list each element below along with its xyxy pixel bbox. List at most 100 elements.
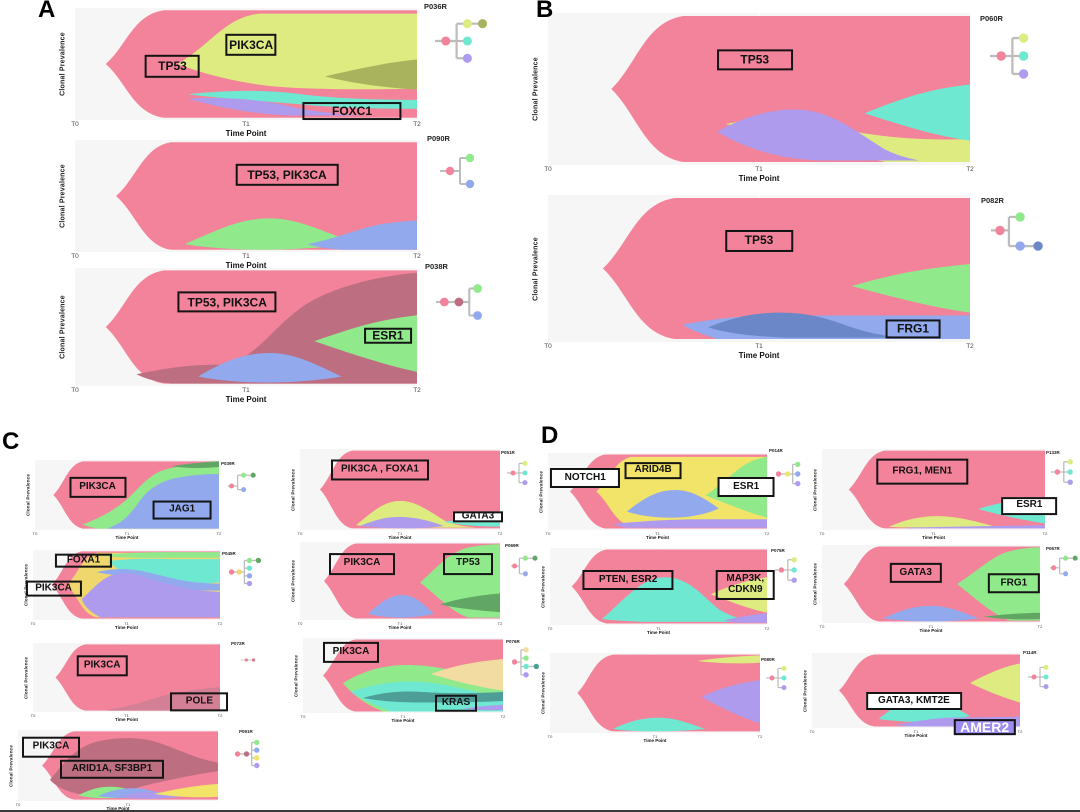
tree-clone-node-darkgreen (1072, 555, 1078, 561)
tree-clone-node-darkgreen (255, 557, 262, 564)
tree-clone-node-pink (996, 51, 1006, 61)
phylogeny-tree (1051, 459, 1073, 485)
tree-clone-node-olive (477, 19, 488, 29)
phylogeny-tree (775, 461, 801, 487)
x-axis-tick: T1 (400, 714, 406, 719)
phylogeny-tree (991, 212, 1043, 251)
gene-label-tp53-pik3ca: TP53, PIK3CA (235, 163, 339, 186)
x-axis-tick: T1 (652, 734, 658, 739)
clone-shape-blue (198, 352, 342, 383)
x-axis-tick: T1 (242, 387, 250, 394)
gene-label-pik3ca: PIK3CA (69, 477, 127, 498)
clone-shape-pink (602, 197, 970, 340)
gene-label-pik3ca: PIK3CA (25, 580, 82, 597)
tree-clone-node-pink (512, 563, 518, 569)
gene-label-esr1: ESR1 (717, 476, 775, 497)
tree-clone-node-purple (462, 53, 472, 63)
tree-clone-node-darkgreen (532, 555, 538, 561)
tree-clone-node-pink (441, 36, 451, 46)
clone-shape-blue (626, 489, 719, 518)
clone-shape-darkgreen (171, 461, 219, 468)
x-axis-tick: T2 (764, 626, 770, 631)
x-axis-tick: T2 (216, 531, 222, 536)
x-axis-label: Time Point (225, 129, 267, 138)
gene-label-tp53: TP53 (716, 49, 793, 71)
y-axis-label: Clonal Prevalence (290, 559, 296, 603)
tree-clone-node-darkgreen (250, 472, 256, 478)
x-axis-label: Time Point (388, 624, 412, 630)
clone-shape-teal (107, 558, 220, 588)
clone-shape-purple (701, 680, 760, 724)
y-axis-label: Clonal Prevalence (812, 562, 818, 606)
patient-id: P133R (1046, 450, 1060, 455)
fishplot-shapes (571, 548, 767, 625)
tree-clone-node-green (795, 461, 801, 468)
x-axis-label: Time Point (919, 627, 943, 633)
x-axis-tick: T0 (819, 624, 825, 629)
phylogeny-tree (234, 739, 260, 769)
x-axis-label: Time Point (388, 534, 412, 540)
phylogeny-tree (511, 555, 538, 577)
x-axis-tick: T2 (966, 166, 974, 173)
y-axis-label: Clonal Prevalence (290, 468, 296, 511)
figure-bottom-rule (0, 810, 1080, 812)
tree-clone-node-pink (244, 658, 249, 662)
fishplot-P036R: TP53 PIK3CA FOXC1 (75, 8, 417, 120)
fishplot-P060R: TP53 (548, 13, 970, 165)
tree-clone-node-purple (791, 577, 797, 583)
fishplot-shapes (42, 730, 218, 801)
y-axis-label: Clonal Prevalence (532, 236, 540, 301)
patient-id: P045R (222, 551, 236, 556)
x-axis-tick: T2 (1017, 729, 1023, 734)
x-axis-tick: T2 (966, 343, 974, 350)
patient-id: P069R (505, 543, 519, 548)
tree-clone-node-purple (1018, 69, 1029, 79)
phylogeny-tree (511, 647, 540, 678)
gene-label-pten-esr2: PTEN, ESR2 (582, 569, 674, 590)
tree-clone-node-teal (246, 565, 253, 571)
tree-clone-node-blue (246, 573, 253, 579)
tree-clone-node-teal (1018, 51, 1029, 61)
clone-shape-purple (906, 525, 1045, 529)
gene-label-tp53-pik3ca: TP53, PIK3CA (177, 291, 277, 313)
fishplot-shapes (53, 460, 219, 530)
x-axis-tick: T0 (297, 531, 303, 536)
gene-label-esr1: ESR1 (363, 327, 412, 345)
x-axis-tick: T2 (217, 713, 223, 718)
x-axis-tick: T1 (242, 121, 250, 128)
clone-shape-darkteal (363, 691, 503, 703)
y-axis-label: Clonal Prevalence (59, 164, 67, 228)
x-axis-tick: T2 (413, 121, 421, 128)
tree-clone-node-darkpink (251, 658, 256, 662)
tree-clone-node-pink (229, 483, 235, 489)
phylogeny-tree (766, 665, 787, 691)
fishplot-shapes (323, 638, 503, 713)
tree-clone-node-pink (439, 297, 449, 307)
gene-label-foxa1: FOXA1 (55, 553, 112, 568)
x-axis-tick: T1 (124, 621, 129, 626)
fishplot-shapes (320, 449, 500, 530)
tree-clone-node-yellowgreen (1067, 459, 1073, 465)
tree-clone-node-green (254, 739, 260, 746)
fishplot-P045R: FOXA1 PIK3CA (25, 550, 220, 620)
x-axis-tick: T1 (125, 802, 131, 807)
phylogeny-tree (507, 460, 528, 486)
panel-label-C: C (2, 428, 20, 455)
fishplot-P067R: GATA3 FRG1 (822, 545, 1040, 623)
tree-clone-node-teal (522, 470, 528, 476)
x-axis-tick: T2 (217, 621, 223, 626)
patient-id: P036R (424, 2, 447, 11)
gene-label-gata3: GATA3 (453, 511, 503, 523)
fishplot-P039R: PIK3CA JAG1 (35, 460, 219, 530)
gene-label-pik3ca: PIK3CA (329, 552, 395, 575)
panel-label-A: A (38, 0, 56, 23)
clone-shape-teal (187, 90, 417, 109)
clone-shape-darkgreen (983, 612, 1040, 620)
gene-label-jag1: JAG1 (152, 500, 212, 520)
fishplot-shapes (105, 268, 417, 386)
x-axis-label: Time Point (225, 395, 267, 404)
tree-clone-node-blue (465, 179, 475, 189)
tree-clone-node-pink (778, 567, 785, 573)
clone-shape-purple (723, 613, 767, 623)
tree-clone-node-teal (791, 567, 797, 573)
